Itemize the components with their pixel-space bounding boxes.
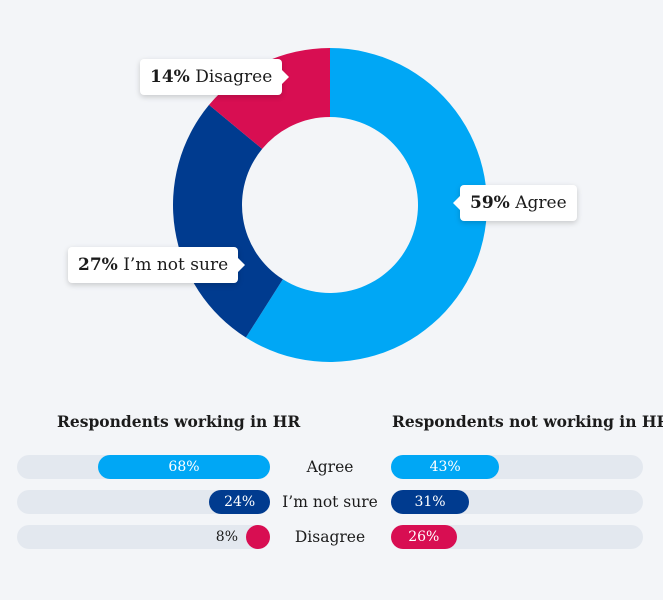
non-hr-value-label: 26%: [408, 529, 440, 545]
category-label-agree: Agree: [306, 458, 354, 476]
hr-bar-disagree: [246, 525, 270, 549]
callout-not-sure-label: I’m not sure: [123, 255, 229, 275]
callout-agree: 59% Agree: [453, 185, 577, 221]
callout-agree-pct: 59%: [470, 193, 510, 213]
non-hr-value-label: 31%: [414, 494, 446, 510]
callout-agree-label: Agree: [515, 193, 567, 213]
non-hr-track-i-m-not-sure: 31%: [391, 490, 643, 514]
non-hr-bar-disagree: 26%: [391, 525, 457, 549]
donut-slice-agree: [245, 48, 488, 362]
non-hr-value-label: 43%: [429, 459, 461, 475]
hr-track-agree: 68%: [17, 455, 270, 479]
callout-pointer: [282, 70, 290, 84]
callout-not-sure: 27% I’m not sure: [68, 247, 246, 283]
non-hr-bar-agree: 43%: [391, 455, 500, 479]
callout-not-sure-pct: 27%: [78, 255, 118, 275]
category-label-i-m-not-sure: I’m not sure: [282, 493, 378, 511]
non-hr-track-agree: 43%: [391, 455, 643, 479]
callout-disagree: 14% Disagree: [140, 59, 290, 95]
hr-bar-i-m-not-sure: 24%: [209, 490, 270, 514]
callout-disagree-label: Disagree: [195, 67, 273, 87]
callout-disagree-pct: 14%: [150, 67, 190, 87]
hr-track-i-m-not-sure: 24%: [17, 490, 270, 514]
hr-value-label: 8%: [215, 529, 238, 545]
hr-track-disagree: 8%: [17, 525, 270, 549]
non-hr-group-title: Respondents not working in HR: [392, 412, 663, 431]
hr-group-title: Respondents working in HR: [57, 412, 301, 431]
non-hr-track-disagree: 26%: [391, 525, 643, 549]
hr-value-label: 24%: [224, 494, 256, 510]
callout-pointer: [453, 196, 460, 210]
category-label-disagree: Disagree: [294, 528, 366, 546]
hr-value-label: 68%: [168, 459, 200, 475]
hr-bar-agree: 68%: [97, 455, 270, 479]
callout-pointer: [238, 258, 246, 272]
non-hr-bar-i-m-not-sure: 31%: [391, 490, 470, 514]
donut-slice-disagree: [209, 48, 330, 149]
